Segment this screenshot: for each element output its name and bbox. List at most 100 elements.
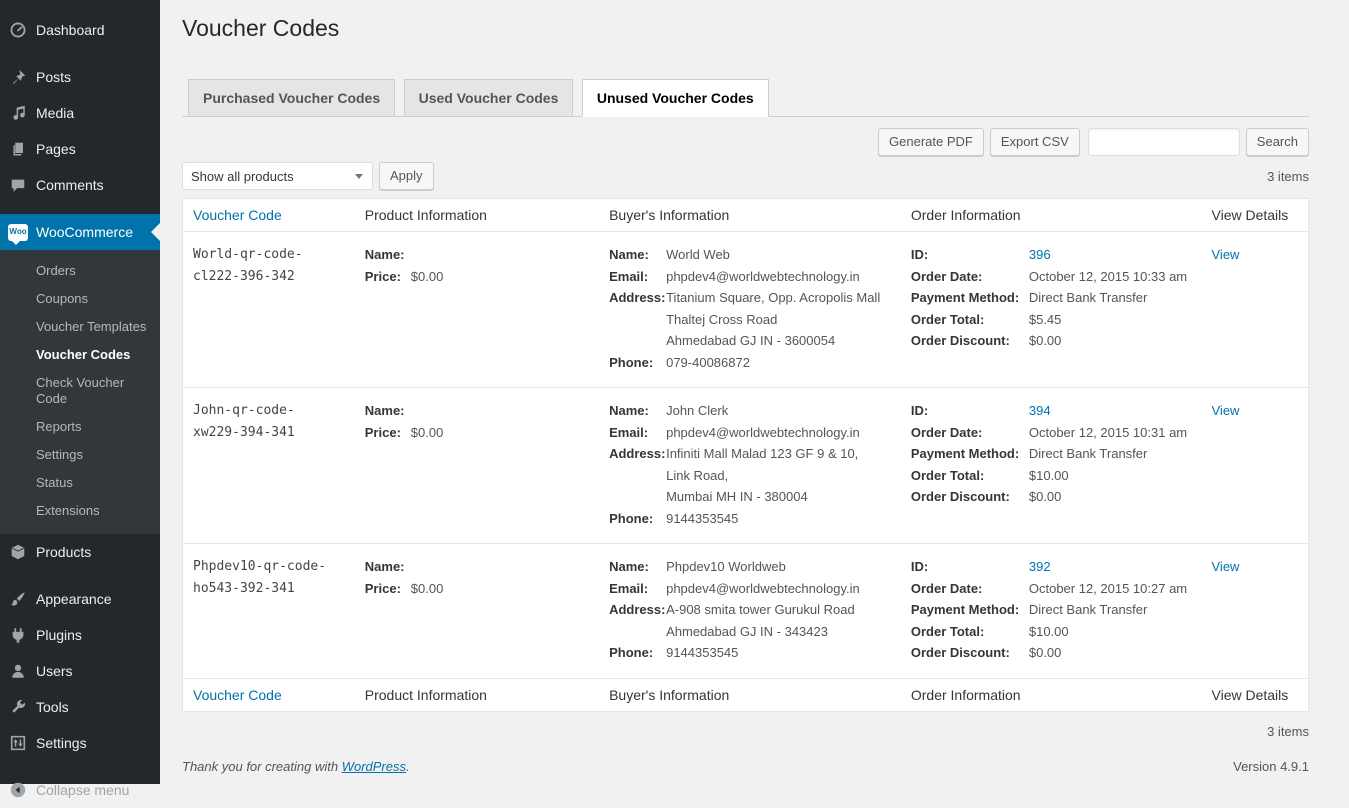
submenu-item-orders[interactable]: Orders	[36, 263, 76, 278]
generate-pdf-button[interactable]: Generate PDF	[878, 128, 984, 156]
view-link[interactable]: View	[1211, 403, 1240, 418]
admin-sidebar: Dashboard Posts Media Pages Comments	[0, 0, 160, 798]
main-content: Voucher Codes Purchased Voucher Codes Us…	[160, 0, 1349, 784]
table-nav: Show all products Apply 3 items	[182, 162, 1309, 190]
sidebar-item-tools[interactable]: Tools	[0, 689, 160, 725]
table-row: John-qr-code- xw229-394-341 Name: Price:…	[182, 387, 1309, 544]
sidebar-item-label: Tools	[36, 699, 69, 715]
sidebar-item-dashboard[interactable]: Dashboard	[0, 12, 160, 48]
column-header-buyers-information: Buyer's Information	[599, 198, 901, 232]
wrench-icon	[8, 697, 28, 717]
table-row: World-qr-code- cl222-396-342 Name: Price…	[182, 231, 1309, 388]
column-header-product-information: Product Information	[354, 198, 600, 232]
submenu-item-status[interactable]: Status	[36, 475, 73, 490]
submenu-item-coupons[interactable]: Coupons	[36, 291, 89, 306]
sidebar-separator	[0, 203, 160, 214]
woocommerce-submenu: Orders Coupons Voucher Templates Voucher…	[0, 250, 160, 534]
sidebar-item-label: Settings	[36, 735, 87, 751]
submenu-item-check-voucher-code[interactable]: Check Voucher Code	[36, 375, 125, 406]
settings-icon	[8, 733, 28, 753]
sidebar-item-label: Comments	[36, 177, 104, 193]
submenu-item-voucher-templates[interactable]: Voucher Templates	[36, 319, 147, 334]
collapse-menu-button[interactable]: Collapse menu	[0, 772, 160, 808]
view-details-cell: View	[1201, 231, 1309, 388]
sidebar-item-plugins[interactable]: Plugins	[0, 617, 160, 653]
sidebar-item-appearance[interactable]: Appearance	[0, 581, 160, 617]
admin-footer: Thank you for creating with WordPress. V…	[182, 759, 1309, 774]
column-header-order-information: Order Information	[900, 198, 1202, 232]
voucher-code-cell: Phpdev10-qr-code- ho543-392-341	[182, 543, 355, 678]
sidebar-item-label: Products	[36, 544, 92, 560]
media-icon	[8, 103, 28, 123]
tab-bar: Purchased Voucher Codes Used Voucher Cod…	[182, 79, 1309, 117]
sidebar-item-label: Appearance	[36, 591, 112, 607]
sidebar-item-label: Pages	[36, 141, 76, 157]
product-filter-select[interactable]: Show all products	[182, 162, 373, 190]
voucher-code-sort-link[interactable]: Voucher Code	[193, 207, 282, 223]
product-info-cell: Name: Price: $0.00	[354, 387, 600, 544]
footer-thanks-text: Thank you for creating with	[182, 759, 342, 774]
collapse-icon	[8, 780, 28, 800]
sidebar-separator	[0, 570, 160, 581]
sidebar-item-posts[interactable]: Posts	[0, 59, 160, 95]
column-footer-buyers-information: Buyer's Information	[599, 677, 901, 711]
order-id-link[interactable]: 394	[1028, 403, 1051, 418]
user-icon	[8, 661, 28, 681]
submenu-item-settings[interactable]: Settings	[36, 447, 83, 462]
voucher-codes-table: Voucher Code Product Information Buyer's…	[182, 198, 1309, 712]
sidebar-separator	[0, 48, 160, 59]
submenu-item-reports[interactable]: Reports	[36, 419, 82, 434]
table-row: Phpdev10-qr-code- ho543-392-341 Name: Pr…	[182, 543, 1309, 678]
box-icon	[8, 542, 28, 562]
column-header-view-details: View Details	[1201, 198, 1309, 232]
items-count: 3 items	[1267, 168, 1309, 184]
sidebar-item-users[interactable]: Users	[0, 653, 160, 689]
search-button[interactable]: Search	[1245, 128, 1309, 156]
view-details-cell: View	[1201, 387, 1309, 544]
view-link[interactable]: View	[1211, 559, 1240, 574]
tab-used-voucher-codes[interactable]: Used Voucher Codes	[403, 79, 574, 117]
view-link[interactable]: View	[1211, 247, 1240, 262]
sidebar-item-products[interactable]: Products	[0, 534, 160, 570]
export-csv-button[interactable]: Export CSV	[989, 128, 1080, 156]
pin-icon	[8, 67, 28, 87]
submenu-item-voucher-codes[interactable]: Voucher Codes	[36, 347, 131, 362]
tab-purchased-voucher-codes[interactable]: Purchased Voucher Codes	[188, 79, 396, 117]
sidebar-item-pages[interactable]: Pages	[0, 131, 160, 167]
footer-thanks-period: .	[406, 759, 410, 774]
sidebar-item-label: Media	[36, 105, 75, 121]
buyer-info-cell: Name: World Web Email: phpdev4@worldwebtec…	[599, 231, 901, 388]
plugin-icon	[8, 625, 28, 645]
sidebar-item-comments[interactable]: Comments	[0, 167, 160, 203]
column-footer-product-information: Product Information	[354, 677, 600, 711]
voucher-code-sort-link[interactable]: Voucher Code	[193, 686, 282, 703]
wordpress-link[interactable]: WordPress	[341, 759, 406, 774]
voucher-code-cell: World-qr-code- cl222-396-342	[182, 231, 355, 388]
dashboard-icon	[8, 20, 28, 40]
product-filter-wrap: Show all products	[182, 162, 373, 190]
sidebar-item-media[interactable]: Media	[0, 95, 160, 131]
buyer-info-cell: Name: John Clerk Email: phpdev4@worldwebte…	[599, 387, 901, 544]
sidebar-item-label: Plugins	[36, 627, 82, 643]
current-menu-arrow	[151, 223, 160, 241]
order-info-cell: ID: 392 Order Date: October 12, 2015 10:27…	[900, 543, 1202, 678]
sidebar-item-woocommerce[interactable]: Woo WooCommerce	[0, 214, 160, 250]
brush-icon	[8, 589, 28, 609]
tab-unused-voucher-codes[interactable]: Unused Voucher Codes	[581, 79, 769, 117]
items-count-bottom: 3 items	[1267, 723, 1309, 739]
search-input[interactable]	[1087, 128, 1240, 156]
order-id-link[interactable]: 396	[1028, 247, 1051, 262]
buyer-info-cell: Name: Phpdev10 Worldweb Email: phpdev4@wor…	[599, 543, 901, 678]
version-label: Version 4.9.1	[1233, 759, 1309, 774]
table-footer-row: Voucher Code Product Information Buyer's…	[182, 677, 1309, 711]
woocommerce-icon: Woo	[8, 222, 28, 245]
submenu-item-extensions[interactable]: Extensions	[36, 503, 100, 518]
order-id-link[interactable]: 392	[1028, 559, 1051, 574]
table-header-row: Voucher Code Product Information Buyer's…	[182, 198, 1309, 232]
page-title: Voucher Codes	[182, 15, 340, 41]
sidebar-item-settings[interactable]: Settings	[0, 725, 160, 761]
product-filter-group: Show all products Apply	[182, 162, 434, 190]
sidebar-item-label: Dashboard	[36, 22, 105, 38]
apply-button[interactable]: Apply	[379, 162, 434, 190]
